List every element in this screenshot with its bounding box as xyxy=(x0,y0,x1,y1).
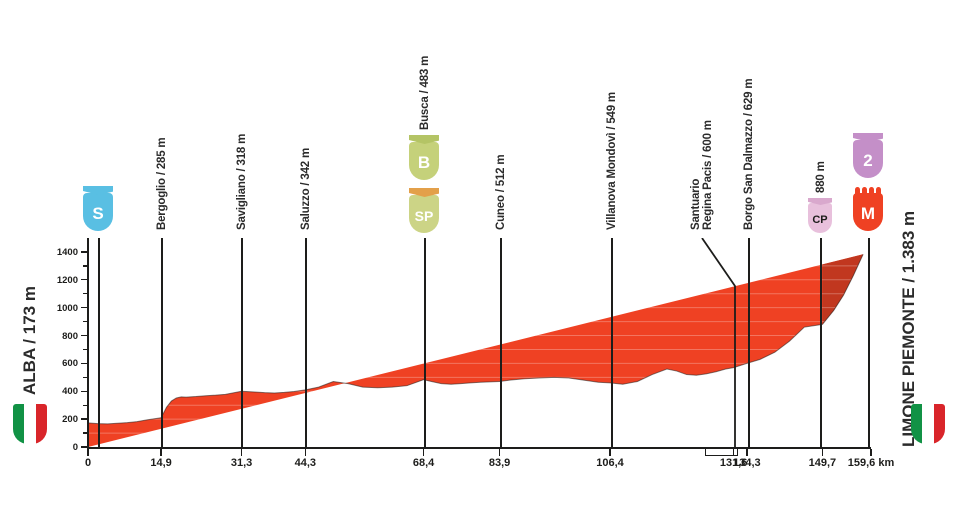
leader-line-villanova xyxy=(611,238,613,447)
y-axis-tick-label: 800 xyxy=(62,330,78,342)
x-axis-tick-label: 106,4 xyxy=(596,457,624,469)
y-axis-tick xyxy=(81,334,88,337)
x-axis-tick xyxy=(870,449,872,456)
y-axis-tick-label: 1200 xyxy=(56,274,78,286)
label-saluzzo: Saluzzo / 342 m xyxy=(300,147,312,230)
y-axis-tick xyxy=(81,307,88,309)
x-axis-tick xyxy=(160,449,162,456)
category-2-badge-ribbon xyxy=(853,133,883,142)
category-2-badge-label: 2 xyxy=(863,151,873,170)
finish-badge-crown xyxy=(853,187,883,194)
y-axis-tick xyxy=(83,376,88,378)
y-axis-tick xyxy=(83,432,88,434)
label-cuneo: Cuneo / 512 m xyxy=(495,154,507,230)
sprint-sp-badge-ribbon xyxy=(409,188,439,197)
flag-stripe-white xyxy=(24,404,36,444)
sprint-sp-badge-label: SP xyxy=(414,208,434,224)
leader-line-busca xyxy=(424,238,426,447)
y-axis-tick xyxy=(81,362,88,365)
y-axis-tick xyxy=(81,279,88,281)
label-busca: Busca / 483 m xyxy=(419,55,431,130)
label-villanova: Villanova Mondovì / 549 m xyxy=(606,92,618,230)
leader-line-santuario xyxy=(701,238,736,448)
checkpoint-badge-ribbon xyxy=(808,198,832,205)
x-axis-baseline xyxy=(87,447,871,449)
y-axis-tick xyxy=(81,390,88,392)
checkpoint-badge[interactable]: CP xyxy=(808,198,832,233)
x-axis-tick xyxy=(304,449,306,456)
leader-line-borgo xyxy=(748,238,750,447)
y-axis-tick-label: 1400 xyxy=(56,246,78,258)
km-range-bracket xyxy=(705,448,738,456)
y-axis-tick xyxy=(83,348,88,351)
y-axis-tick xyxy=(83,320,88,323)
start-country-flag-italy xyxy=(13,404,47,444)
x-axis-tick-label: 131,6 xyxy=(719,457,748,469)
category-2-climb-badge[interactable]: 2 xyxy=(853,133,883,178)
y-axis-tick xyxy=(81,446,88,448)
x-axis-tick xyxy=(87,449,89,456)
leader-line-bergoglio xyxy=(161,238,163,447)
y-axis-tick-label: 1000 xyxy=(56,302,78,314)
label-santuario-line2: Regina Pacis / 600 m xyxy=(702,120,714,230)
flag-stripe-white xyxy=(922,404,934,444)
x-axis-tick xyxy=(240,449,243,456)
leader-line-start xyxy=(98,238,100,447)
x-axis-tick xyxy=(746,449,748,456)
x-axis-tick-label: 44,3 xyxy=(294,457,316,469)
y-axis-tick-label: 0 xyxy=(72,442,78,453)
leader-line-finish xyxy=(868,238,870,447)
x-axis-tick-label: 68,4 xyxy=(412,457,435,469)
start-badge[interactable]: S xyxy=(83,186,113,231)
x-axis-tick xyxy=(422,449,425,456)
y-axis-tick xyxy=(81,251,88,253)
x-axis-tick-label: 149,7 xyxy=(808,457,837,469)
leader-line-savigliano xyxy=(241,238,243,447)
label-borgo: Borgo San Dalmazzo / 629 m xyxy=(743,78,755,230)
x-axis-tick-label: 134,3 xyxy=(733,457,761,469)
y-axis-tick-label: 400 xyxy=(62,386,78,398)
checkpoint-badge-label: CP xyxy=(812,214,828,226)
y-axis-line xyxy=(87,238,89,448)
label-start-town: ALBA / 173 m xyxy=(20,286,39,395)
start-badge-ribbon xyxy=(83,186,113,195)
y-axis-tick xyxy=(83,265,88,267)
leader-line-cuneo xyxy=(500,238,502,447)
finish-country-flag-italy xyxy=(911,404,945,444)
y-axis-tick-label: 600 xyxy=(62,358,78,370)
flag-stripe-green xyxy=(13,404,25,444)
intermediate-b-badge-ribbon xyxy=(409,135,439,144)
y-axis-tick-label: 200 xyxy=(62,414,78,426)
x-axis-tick xyxy=(609,449,611,456)
intermediate-b-badge[interactable]: B xyxy=(409,135,439,180)
x-axis-tick xyxy=(821,449,824,456)
x-axis-tick-label: 0 xyxy=(84,457,92,469)
x-axis-tick xyxy=(498,449,501,456)
x-axis-tick xyxy=(732,449,735,456)
label-bergoglio: Bergoglio / 285 m xyxy=(156,137,168,230)
label-cp-altitude: 880 m xyxy=(815,161,827,193)
leader-line-cp xyxy=(820,238,822,447)
x-axis-tick-label: 159,6 km xyxy=(847,457,895,469)
flag-stripe-red xyxy=(933,404,945,444)
y-axis-tick xyxy=(83,404,88,406)
x-axis-tick-label: 14,9 xyxy=(150,457,172,469)
y-axis-tick xyxy=(81,418,88,420)
flag-stripe-green xyxy=(911,404,923,444)
x-axis-tick-label: 31,3 xyxy=(230,457,253,469)
profile-outline xyxy=(87,254,864,425)
label-savigliano: Savigliano / 318 m xyxy=(236,133,248,230)
profile-area-main xyxy=(88,254,864,447)
flag-stripe-red xyxy=(35,404,47,444)
finish-badge[interactable]: M xyxy=(853,187,883,231)
finish-badge-label: M xyxy=(860,204,876,223)
leader-line-saluzzo xyxy=(305,238,307,447)
intermediate-b-badge-label: B xyxy=(417,153,431,172)
start-badge-label: S xyxy=(92,204,104,223)
sprint-sp-badge[interactable]: SP xyxy=(409,188,439,233)
x-axis-tick-label: 83,9 xyxy=(488,457,511,469)
y-axis-tick xyxy=(83,293,88,295)
